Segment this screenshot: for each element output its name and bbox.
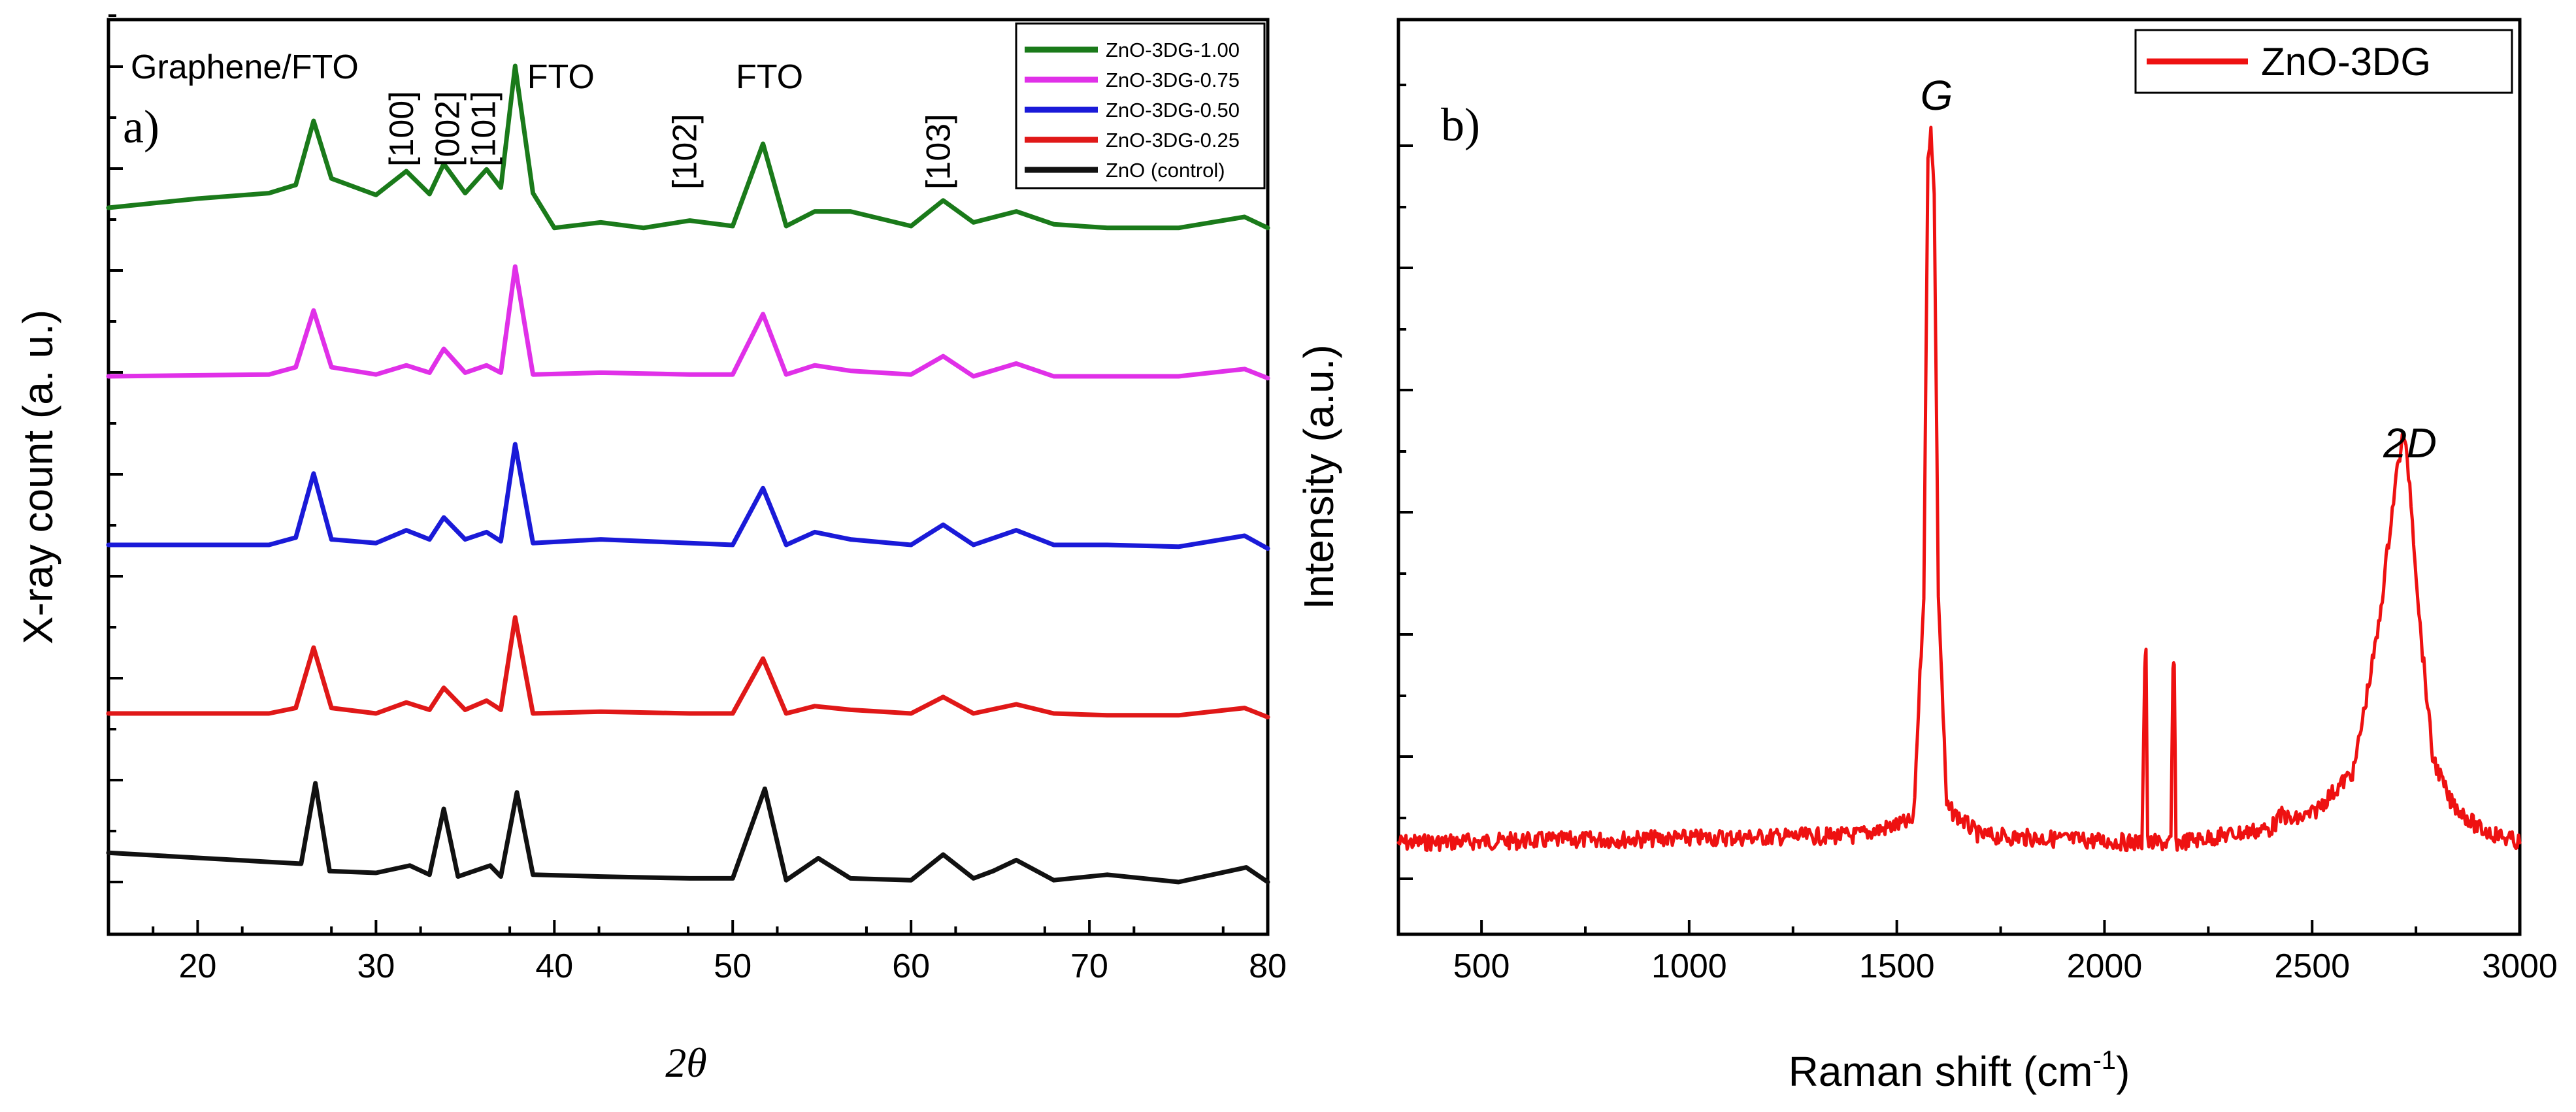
raman-legend: ZnO-3DG [2134, 29, 2513, 94]
xrd-peak-label: [103] [919, 114, 957, 189]
xrd-y-axis-label: X-ray count (a. u.) [14, 310, 61, 644]
raman-x-tick-label: 2000 [2067, 947, 2143, 985]
xrd-peak-label: Graphene/FTO [131, 48, 359, 86]
raman-y-ticks [1398, 84, 1413, 880]
xrd-peak-label: [002] [429, 91, 467, 167]
raman-panel-label: b) [1441, 99, 1480, 151]
xrd-x-tick-label: 80 [1249, 947, 1287, 985]
xrd-peak-label: [101] [465, 91, 503, 167]
xrd-series-line [106, 264, 1270, 381]
xrd-x-tick-label: 20 [179, 947, 217, 985]
xrd-peak-label: FTO [527, 58, 595, 96]
raman-x-tick-label: 500 [1453, 947, 1510, 985]
raman-x-tick-label: 2500 [2274, 947, 2350, 985]
raman-x-axis-label: Raman shift (cm-1) [1789, 1046, 2130, 1095]
raman-plot-frame [1396, 18, 2522, 936]
xrd-legend-label: ZnO-3DG-1.00 [1106, 39, 1240, 61]
raman-x-tick-label: 1500 [1859, 947, 1935, 985]
xrd-legend-label: ZnO (control) [1106, 159, 1225, 182]
xrd-legend-label: ZnO-3DG-0.25 [1106, 129, 1240, 152]
xrd-peak-label: [100] [383, 91, 421, 167]
raman-y-axis-label: Intensity (a.u.) [1295, 344, 1342, 610]
raman-x-ticks: 500 1000 1500 2000 2500 3000 [1453, 920, 2558, 985]
xrd-x-tick-label: 40 [535, 947, 573, 985]
xrd-series-line [106, 781, 1270, 885]
xrd-x-ticks: 20 30 40 50 60 70 80 [152, 920, 1287, 985]
raman-x-tick-label: 3000 [2482, 947, 2558, 985]
raman-peak-label: G [1921, 72, 1953, 119]
xrd-peak-label: [102] [667, 114, 704, 189]
raman-panel: 500 1000 1500 2000 2500 3000 G 2D b) ZnO-3DG R… [1295, 18, 2558, 1095]
xrd-panel-label: a) [123, 101, 159, 153]
raman-peak-annotations: G 2D [1921, 72, 2437, 466]
raman-series-line [1396, 125, 2522, 853]
xrd-peak-label: FTO [736, 58, 803, 96]
xrd-x-tick-label: 50 [714, 947, 751, 985]
xrd-x-axis-label: 2θ [665, 1039, 706, 1086]
xrd-traces [106, 63, 1270, 885]
raman-peak-label: 2D [2383, 419, 2437, 466]
xrd-panel: 20 30 40 50 60 70 80 Graphene/FTO[100] [002][10… [14, 14, 1287, 1086]
xrd-x-tick-label: 30 [357, 947, 395, 985]
xrd-legend-label: ZnO-3DG-0.50 [1106, 99, 1240, 122]
xrd-legend: ZnO-3DG-1.00 ZnO-3DG-0.75 ZnO-3DG-0.50 ZnO-… [1015, 22, 1266, 189]
xrd-x-tick-label: 70 [1070, 947, 1108, 985]
raman-x-tick-label: 1000 [1651, 947, 1727, 985]
raman-traces [1396, 125, 2522, 853]
xrd-x-tick-label: 60 [892, 947, 930, 985]
xrd-legend-label: ZnO-3DG-0.75 [1106, 69, 1240, 91]
xrd-series-line [106, 63, 1270, 231]
xrd-peak-annotations: Graphene/FTO [100] [002][101] FTO [102] FTO [1… [131, 48, 957, 189]
raman-legend-label: ZnO-3DG [2261, 40, 2431, 84]
xrd-series-line [106, 442, 1270, 551]
xrd-series-line [106, 615, 1270, 720]
xrd-y-ticks [108, 14, 123, 883]
